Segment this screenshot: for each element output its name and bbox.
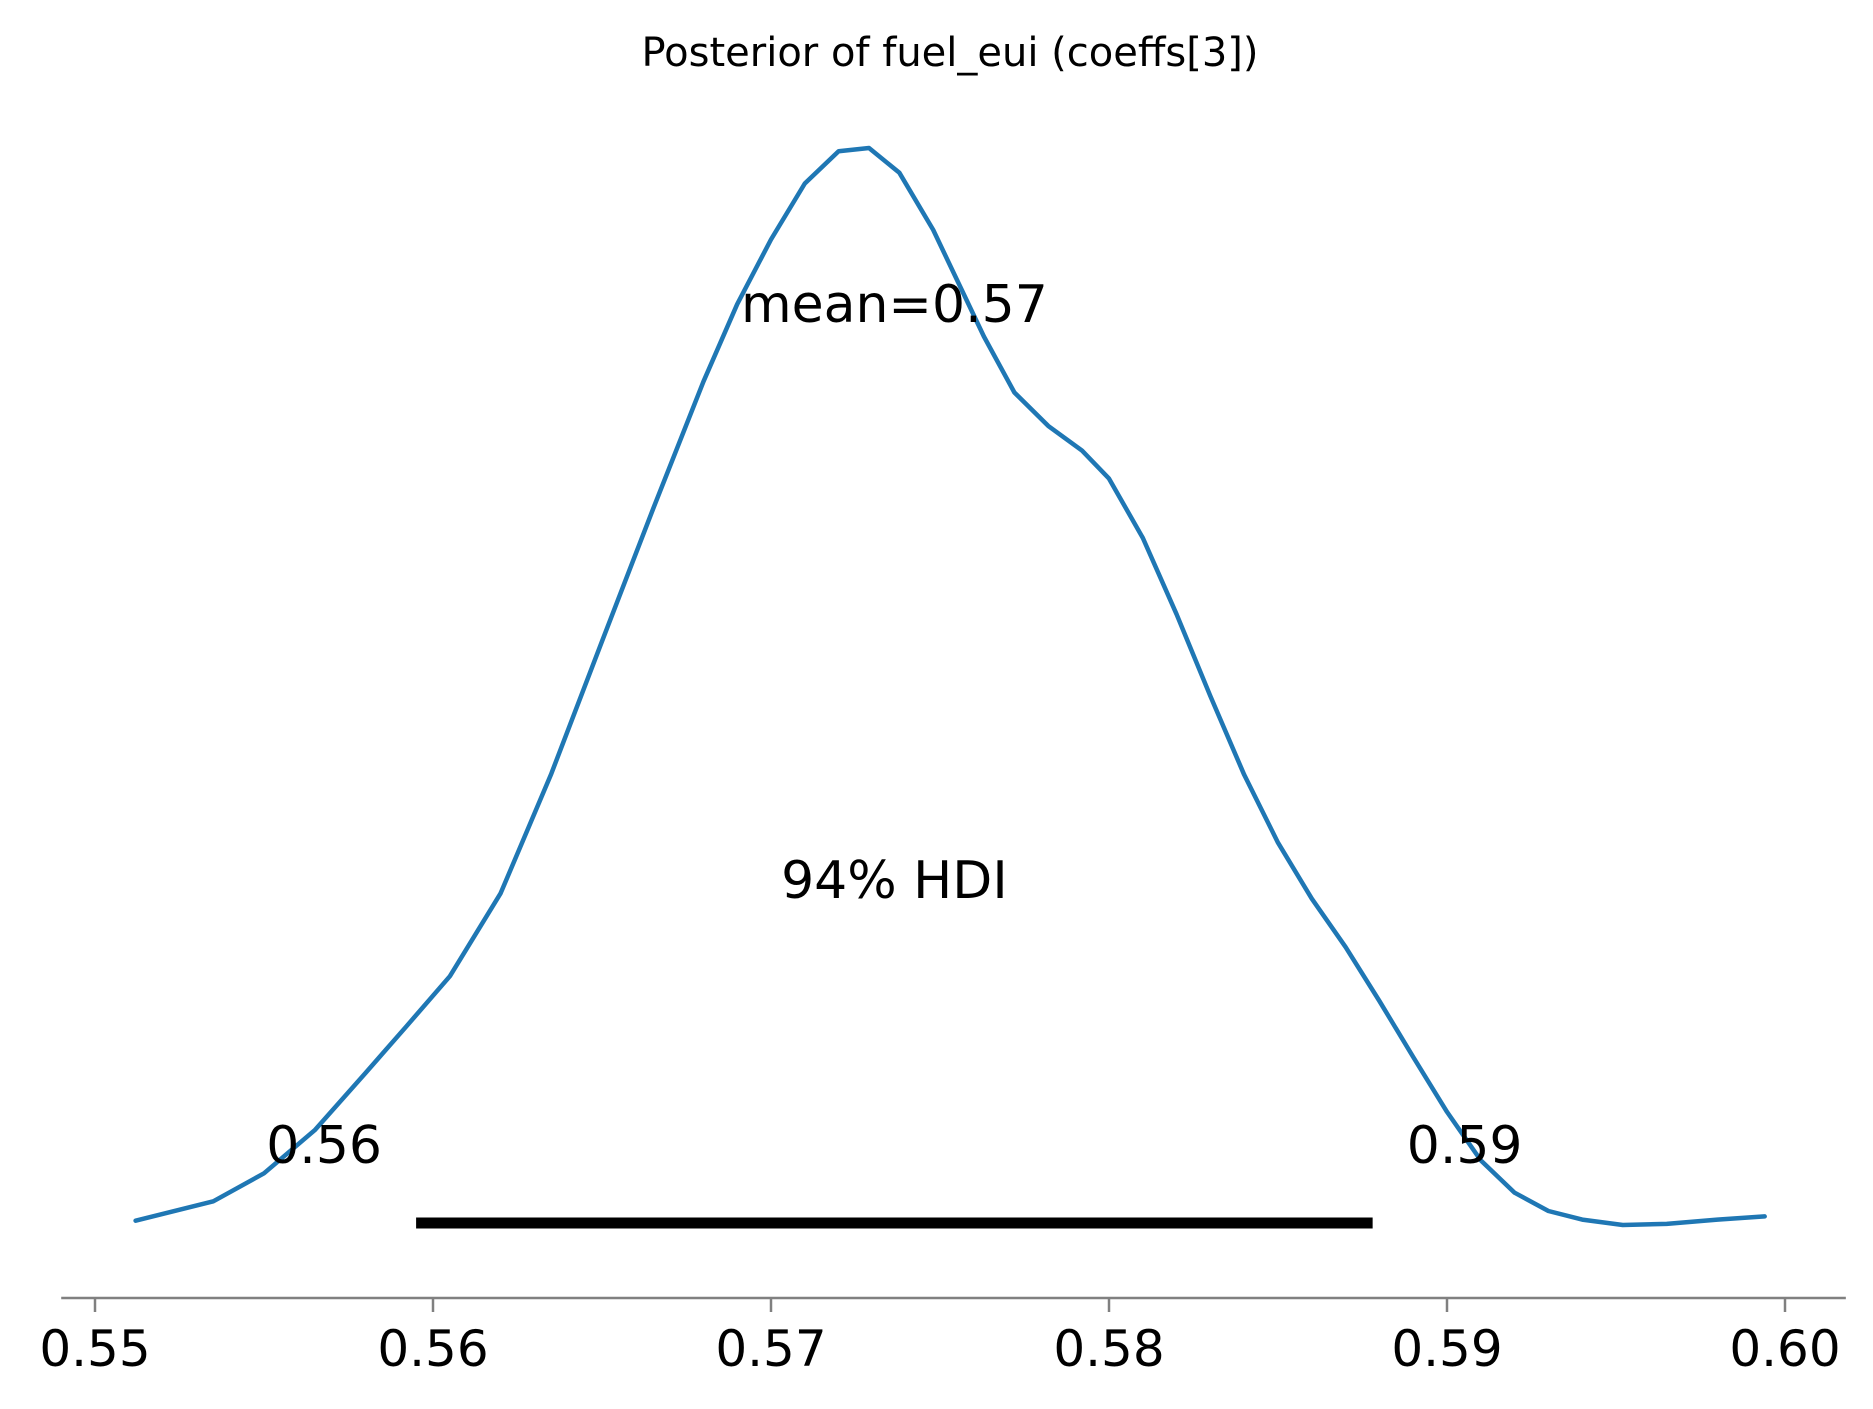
x-tick-label: 0.60 — [1729, 1320, 1840, 1378]
posterior-density-line — [133, 145, 1767, 1228]
x-tick-label: 0.55 — [39, 1320, 150, 1378]
hdi-label: 94% HDI — [781, 851, 1008, 911]
x-axis-ticks: 0.55 0.56 0.57 0.58 0.59 0.60 — [39, 1298, 1841, 1378]
x-tick-label: 0.58 — [1053, 1320, 1164, 1378]
x-tick-label: 0.57 — [715, 1320, 826, 1378]
hdi-low-label: 0.56 — [266, 1116, 382, 1176]
x-tick-label: 0.59 — [1391, 1320, 1502, 1378]
chart-title: Posterior of fuel_eui (coeffs[3]) — [641, 30, 1258, 76]
mean-label: mean=0.57 — [741, 275, 1048, 335]
x-tick-label: 0.56 — [377, 1320, 488, 1378]
hdi-high-label: 0.59 — [1407, 1116, 1523, 1176]
